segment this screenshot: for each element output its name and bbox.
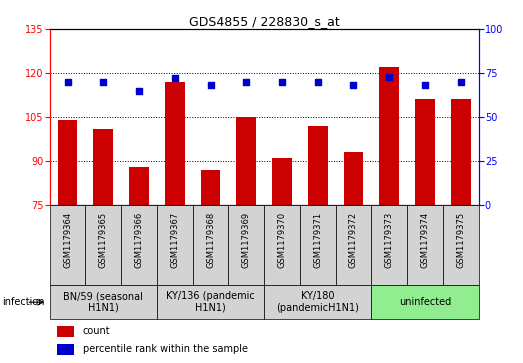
Text: GSM1179375: GSM1179375 <box>456 212 465 268</box>
Point <box>349 82 358 88</box>
Bar <box>157 205 192 285</box>
Bar <box>264 285 371 319</box>
Text: count: count <box>83 326 110 337</box>
Bar <box>371 205 407 285</box>
Text: uninfected: uninfected <box>399 297 451 307</box>
Bar <box>129 167 149 205</box>
Bar <box>371 285 479 319</box>
Text: GSM1179366: GSM1179366 <box>134 212 143 268</box>
Point <box>385 74 393 79</box>
Point <box>242 79 251 85</box>
Bar <box>58 120 77 205</box>
Text: GSM1179365: GSM1179365 <box>99 212 108 268</box>
Text: GSM1179374: GSM1179374 <box>420 212 429 268</box>
Text: GSM1179367: GSM1179367 <box>170 212 179 268</box>
Bar <box>121 205 157 285</box>
Text: GSM1179364: GSM1179364 <box>63 212 72 268</box>
Text: GSM1179370: GSM1179370 <box>278 212 287 268</box>
Text: GSM1179369: GSM1179369 <box>242 212 251 268</box>
Text: KY/136 (pandemic
H1N1): KY/136 (pandemic H1N1) <box>166 291 255 313</box>
Bar <box>85 205 121 285</box>
Point <box>63 79 72 85</box>
Bar <box>379 67 399 205</box>
Bar <box>57 326 74 338</box>
Point <box>135 88 143 94</box>
Point <box>170 76 179 81</box>
Text: GSM1179373: GSM1179373 <box>385 212 394 268</box>
Bar <box>415 99 435 205</box>
Bar <box>236 117 256 205</box>
Bar <box>201 170 220 205</box>
Bar <box>272 158 292 205</box>
Bar <box>443 205 479 285</box>
Bar <box>94 129 113 205</box>
Bar <box>57 344 74 355</box>
Point <box>99 79 108 85</box>
Bar <box>451 99 471 205</box>
Bar <box>407 205 443 285</box>
Bar <box>50 285 157 319</box>
Bar <box>300 205 336 285</box>
Point <box>278 79 286 85</box>
Bar <box>50 205 85 285</box>
Bar <box>344 152 363 205</box>
Bar <box>192 205 229 285</box>
Bar <box>308 126 327 205</box>
Bar <box>157 285 264 319</box>
Text: GSM1179371: GSM1179371 <box>313 212 322 268</box>
Point <box>313 79 322 85</box>
Text: infection: infection <box>3 297 45 307</box>
Title: GDS4855 / 228830_s_at: GDS4855 / 228830_s_at <box>189 15 339 28</box>
Bar <box>229 205 264 285</box>
Text: KY/180
(pandemicH1N1): KY/180 (pandemicH1N1) <box>276 291 359 313</box>
Bar <box>165 82 185 205</box>
Bar <box>264 205 300 285</box>
Text: percentile rank within the sample: percentile rank within the sample <box>83 344 248 354</box>
Text: BN/59 (seasonal
H1N1): BN/59 (seasonal H1N1) <box>63 291 143 313</box>
Point <box>206 82 214 88</box>
Point <box>420 82 429 88</box>
Point <box>457 79 465 85</box>
Text: GSM1179368: GSM1179368 <box>206 212 215 268</box>
Text: GSM1179372: GSM1179372 <box>349 212 358 268</box>
Bar <box>336 205 371 285</box>
